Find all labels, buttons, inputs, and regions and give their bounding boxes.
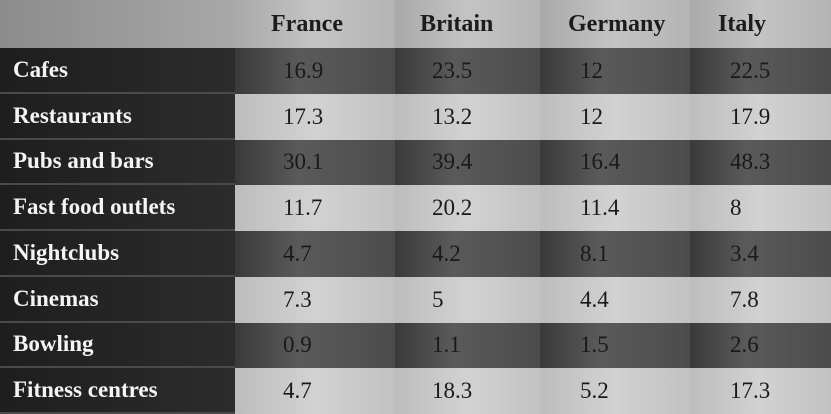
value-cell: 4.7 [235,231,395,277]
value-cell: 16.4 [540,139,690,186]
value-cell: 3.4 [690,231,831,277]
value-cell: 22.5 [690,48,831,94]
value-cell: 12 [540,93,690,140]
value-cell: 23.5 [395,48,540,94]
value-cell: 2.6 [690,322,831,369]
value-cell: 16.9 [235,48,395,94]
value-cell: 1.5 [540,322,690,369]
value-cell: 7.8 [690,276,831,323]
row-label: Restaurants [0,93,235,140]
column-header: Germany [540,0,690,48]
value-cell: 4.2 [395,231,540,277]
row-label: Bowling [0,322,235,369]
column-header: Italy [690,0,831,48]
value-cell: 11.4 [540,185,690,231]
value-cell: 1.1 [395,322,540,369]
value-cell: 12 [540,48,690,94]
value-cell: 8.1 [540,231,690,277]
value-cell: 4.7 [235,368,395,414]
value-cell: 11.7 [235,185,395,231]
row-label: Fitness centres [0,368,235,414]
value-cell: 17.9 [690,93,831,140]
value-cell: 5.2 [540,368,690,414]
column-header: Britain [395,0,540,48]
value-cell: 20.2 [395,185,540,231]
value-cell: 13.2 [395,93,540,140]
value-cell: 5 [395,276,540,323]
value-cell: 39.4 [395,139,540,186]
row-label: Cinemas [0,276,235,323]
row-label: Pubs and bars [0,139,235,186]
column-header: France [235,0,395,48]
value-cell: 18.3 [395,368,540,414]
corner-cell [0,0,235,48]
value-cell: 0.9 [235,322,395,369]
row-label: Cafes [0,48,235,94]
row-label: Fast food outlets [0,185,235,231]
value-cell: 8 [690,185,831,231]
value-cell: 17.3 [235,93,395,140]
value-cell: 48.3 [690,139,831,186]
value-cell: 4.4 [540,276,690,323]
value-cell: 17.3 [690,368,831,414]
value-cell: 7.3 [235,276,395,323]
value-cell: 30.1 [235,139,395,186]
row-label: Nightclubs [0,231,235,277]
